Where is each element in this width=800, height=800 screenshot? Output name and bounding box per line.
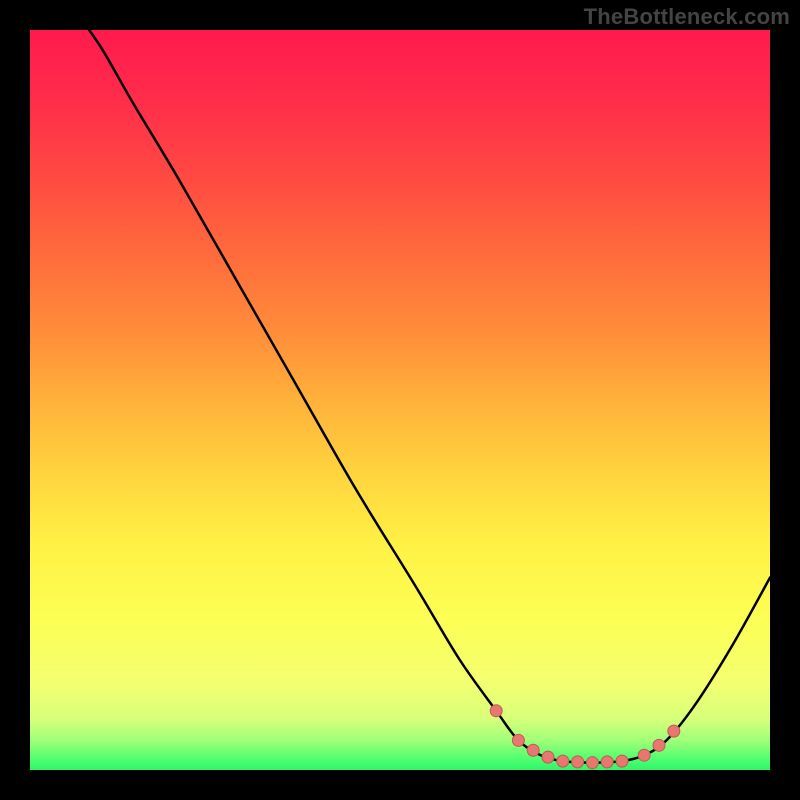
marker-dot bbox=[668, 725, 680, 737]
marker-dot bbox=[527, 744, 539, 756]
marker-dot bbox=[572, 756, 584, 768]
bottleneck-curve-chart bbox=[0, 0, 800, 800]
marker-dot bbox=[542, 751, 554, 763]
gradient-background bbox=[30, 30, 770, 770]
marker-dot bbox=[616, 755, 628, 767]
marker-dot bbox=[638, 749, 650, 761]
marker-dot bbox=[512, 734, 524, 746]
marker-dot bbox=[586, 757, 598, 769]
marker-dot bbox=[601, 756, 613, 768]
marker-dot bbox=[490, 705, 502, 717]
marker-dot bbox=[653, 739, 665, 751]
watermark-text: TheBottleneck.com bbox=[584, 4, 790, 30]
chart-container: TheBottleneck.com bbox=[0, 0, 800, 800]
marker-dot bbox=[557, 755, 569, 767]
